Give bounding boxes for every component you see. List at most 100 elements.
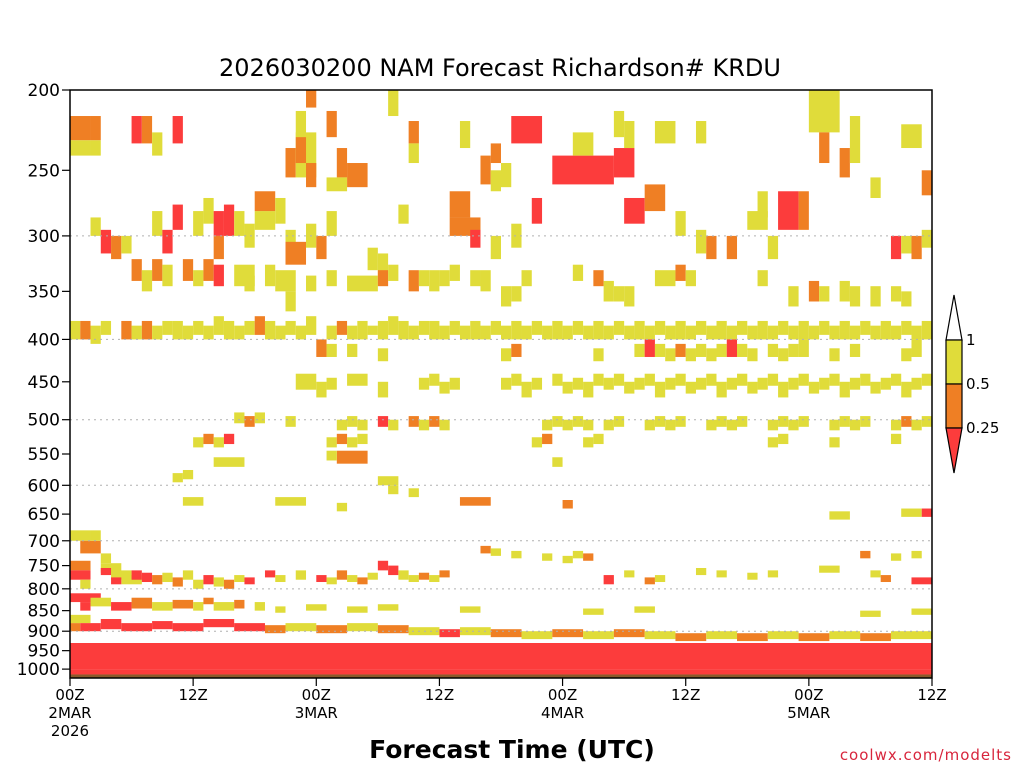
heatmap-cell <box>275 575 286 583</box>
heatmap-cell <box>767 631 799 640</box>
heatmap-cell <box>398 570 409 580</box>
heatmap-cell <box>716 416 727 427</box>
heatmap-cell <box>911 608 932 615</box>
heatmap-cell <box>254 412 265 424</box>
heatmap-cell <box>757 191 768 218</box>
heatmap-cell <box>593 373 604 386</box>
heatmap-cell <box>152 325 163 340</box>
heatmap-cell <box>234 575 245 583</box>
heatmap-cell <box>685 381 696 394</box>
heatmap-cell <box>521 270 532 287</box>
heatmap-cell <box>726 235 738 260</box>
x-tick-label: 00Z <box>794 686 823 704</box>
heatmap-cell <box>880 575 891 583</box>
heatmap-cell <box>921 229 932 248</box>
heatmap-cell <box>470 229 481 248</box>
heatmap-cell <box>121 320 132 340</box>
heatmap-cell <box>172 204 183 230</box>
heatmap-cell <box>111 577 122 585</box>
heatmap-cell <box>880 320 891 340</box>
heatmap-cell <box>911 339 922 357</box>
heatmap-cell <box>521 631 553 640</box>
heatmap-cell <box>778 381 789 398</box>
heatmap-cell <box>552 320 563 340</box>
heatmap-cell <box>80 579 91 589</box>
heatmap-cell <box>665 419 676 431</box>
heatmap-cell <box>326 343 337 357</box>
heatmap-cell <box>203 259 214 281</box>
heatmap-cell <box>654 416 666 427</box>
heatmap-cell <box>511 550 522 559</box>
legend-label-1: 1 <box>966 331 976 349</box>
heatmap-cell <box>70 116 91 141</box>
heatmap-cell <box>326 211 337 236</box>
heatmap-cell <box>152 259 163 281</box>
heatmap-cell <box>264 570 276 578</box>
heatmap-cell <box>890 433 902 445</box>
heatmap-cell <box>234 412 245 424</box>
heatmap-cell <box>223 204 235 236</box>
heatmap-cell <box>193 211 204 236</box>
heatmap-cell <box>234 211 245 236</box>
heatmap-cell <box>306 275 317 292</box>
heatmap-cell <box>459 497 491 506</box>
heatmap-cell <box>131 325 142 340</box>
heatmap-cell <box>583 437 594 448</box>
heatmap-cell <box>911 419 922 431</box>
heatmap-cell <box>829 631 861 640</box>
heatmap-cell <box>429 270 440 292</box>
heatmap-cell <box>316 575 327 583</box>
heatmap-cell <box>726 377 738 390</box>
heatmap-cell <box>634 606 655 613</box>
heatmap-cell <box>737 320 748 335</box>
heatmap-cell <box>295 325 307 340</box>
heatmap-cell <box>347 275 378 292</box>
heatmap-cell <box>193 437 204 448</box>
heatmap-cell <box>213 577 224 587</box>
heatmap-cell <box>706 325 717 340</box>
heatmap-cell <box>613 416 625 427</box>
heatmap-cell <box>203 597 214 605</box>
heatmap-cell <box>901 508 922 517</box>
y-tick-label: 300 <box>28 227 60 247</box>
heatmap-cell <box>695 567 707 576</box>
heatmap-cell <box>336 433 348 445</box>
heatmap-cell <box>890 235 902 260</box>
heatmap-cell <box>439 419 450 431</box>
heatmap-cell <box>542 325 553 340</box>
heatmap-cell <box>398 320 409 340</box>
heatmap-cell <box>767 343 779 357</box>
heatmap-cell <box>757 270 768 287</box>
heatmap-cell <box>275 325 286 340</box>
heatmap-cell <box>193 320 204 335</box>
heatmap-cell <box>901 381 912 398</box>
heatmap-cell <box>408 121 419 144</box>
heatmap-cell <box>644 373 655 386</box>
heatmap-cell <box>449 377 460 390</box>
heatmap-cell <box>326 450 337 461</box>
heatmap-cell <box>706 631 738 640</box>
heatmap-cell <box>203 197 214 224</box>
heatmap-cell <box>798 191 809 230</box>
heatmap-cell <box>511 116 543 144</box>
heatmap-cell <box>388 419 399 431</box>
heatmap-cell <box>634 343 645 357</box>
heatmap-cell <box>203 325 214 340</box>
heatmap-cell <box>264 320 276 340</box>
y-tick-label: 450 <box>28 373 60 393</box>
heatmap-cell <box>583 381 594 398</box>
heatmap-cell <box>778 348 789 362</box>
heatmap-cell <box>808 325 820 340</box>
heatmap-cell <box>162 320 173 335</box>
heatmap-cells <box>70 90 932 675</box>
heatmap-cell <box>326 437 337 448</box>
heatmap-cell <box>408 575 419 583</box>
heatmap-cell <box>767 373 779 386</box>
heatmap-cell <box>459 121 471 149</box>
heatmap-cell <box>593 433 604 445</box>
heatmap-cell <box>562 555 573 564</box>
heatmap-cell <box>737 416 748 427</box>
heatmap-cell <box>747 325 758 340</box>
y-tick-label: 1000 <box>17 660 60 680</box>
heatmap-cell <box>706 373 717 386</box>
